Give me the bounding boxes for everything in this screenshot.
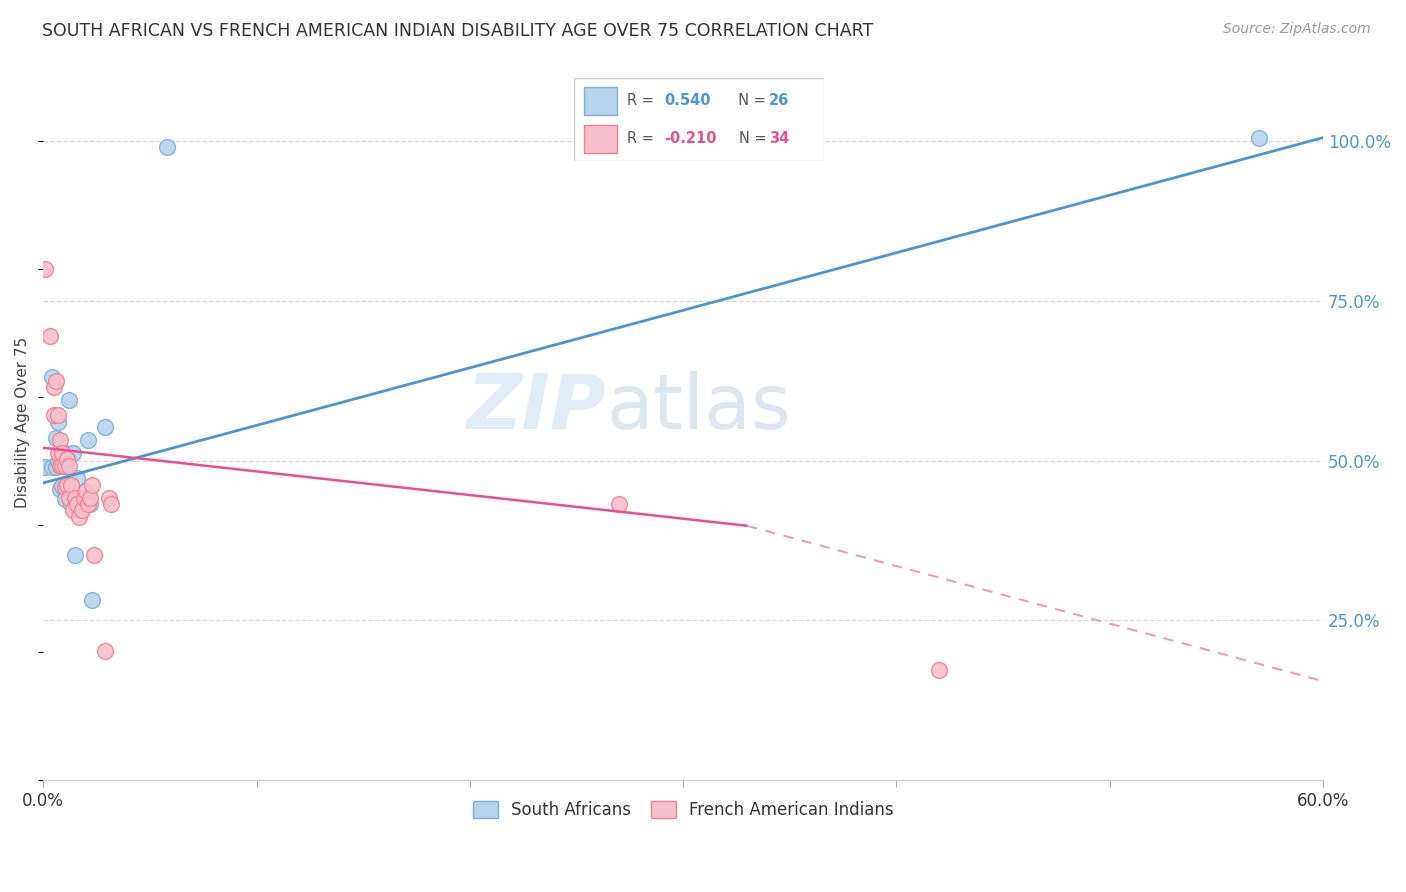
Point [55, 452, 77, 467]
Point [34, 261, 56, 276]
Point [46, 408, 69, 422]
Point [45, 431, 67, 445]
Point [100, 497, 122, 511]
Point [51, 479, 73, 493]
Point [928, 663, 950, 677]
Point [82, 593, 104, 607]
Point [42, 380, 65, 394]
Point [82, 478, 104, 492]
Text: SOUTH AFRICAN VS FRENCH AMERICAN INDIAN DISABILITY AGE OVER 75 CORRELATION CHART: SOUTH AFRICAN VS FRENCH AMERICAN INDIAN … [42, 22, 873, 40]
Point [41, 459, 63, 474]
Point [58, 458, 80, 473]
Point [42, 408, 65, 422]
Point [51, 446, 73, 460]
Point [94, 420, 117, 434]
Point [73, 491, 96, 505]
Y-axis label: Disability Age Over 75: Disability Age Over 75 [15, 336, 30, 508]
Point [77, 497, 100, 511]
Point [46, 453, 69, 467]
Point [77, 433, 100, 447]
Point [156, 140, 179, 154]
Point [51, 458, 73, 473]
Point [70, 503, 93, 517]
Point [63, 548, 86, 562]
Point [607, 497, 630, 511]
Point [53, 480, 76, 494]
Point [69, 497, 91, 511]
Point [53, 446, 76, 460]
Point [51, 455, 73, 469]
Point [46, 446, 69, 460]
Point [49, 447, 72, 461]
Point [41, 370, 63, 384]
Point [49, 458, 72, 473]
Point [58, 392, 80, 407]
Point [45, 374, 67, 388]
Point [34, 459, 56, 474]
Point [62, 503, 84, 517]
Point [79, 497, 101, 511]
Point [49, 433, 72, 447]
Text: ZIP: ZIP [467, 371, 606, 445]
Point [66, 471, 89, 485]
Point [46, 415, 69, 429]
Point [45, 459, 67, 474]
Point [83, 548, 105, 562]
Point [59, 478, 82, 492]
Text: Source: ZipAtlas.com: Source: ZipAtlas.com [1223, 22, 1371, 37]
Text: atlas: atlas [606, 371, 792, 445]
Point [75, 484, 97, 499]
Point [55, 455, 77, 469]
Point [79, 491, 101, 505]
Point [66, 497, 89, 511]
Point [62, 446, 84, 460]
Point [53, 458, 76, 473]
Point [49, 483, 72, 497]
Point [69, 509, 91, 524]
Point [59, 497, 82, 511]
Point [53, 491, 76, 506]
Point [63, 491, 86, 505]
Legend: South Africans, French American Indians: South Africans, French American Indians [465, 794, 900, 826]
Point [94, 644, 117, 658]
Point [58, 491, 80, 505]
Point [55, 478, 77, 492]
Point [1249, 130, 1271, 145]
Point [38, 329, 60, 343]
Point [98, 491, 121, 505]
